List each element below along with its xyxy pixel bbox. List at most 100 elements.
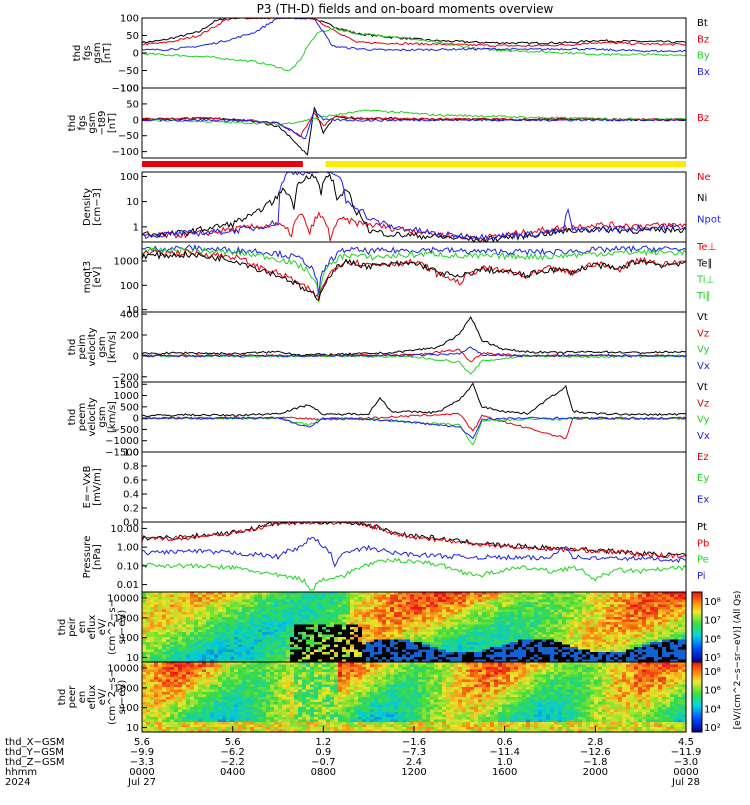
legend-entry: Npot — [697, 214, 721, 225]
y-tick-label: 0.8 — [123, 462, 139, 473]
series-line-by — [142, 28, 686, 71]
legend-entry: Vt — [697, 382, 708, 393]
y-tick-label: 0 — [133, 49, 139, 60]
series-line-ti- — [142, 247, 686, 302]
legend-entry: Pi — [697, 571, 706, 582]
y-axis-label: [nPa] — [92, 544, 103, 570]
legend-entry: Vx — [697, 361, 710, 372]
y-tick-label: 0 — [133, 115, 139, 126]
y-tick-label: 0.01 — [117, 580, 139, 591]
y-axis-label: [nT] — [102, 43, 113, 63]
y-tick-label: 0 — [133, 351, 139, 362]
legend-entry: Bx — [697, 67, 710, 78]
series-line-ni — [142, 174, 686, 242]
y-axis-label: [km/s] — [107, 401, 118, 433]
y-tick-label: 1.00 — [117, 543, 139, 554]
y-tick-label: 1500 — [114, 380, 139, 391]
legend-entry: Ti∥ — [696, 291, 711, 302]
legend-entry: Vz — [697, 328, 709, 339]
series-line-bx — [142, 18, 686, 52]
y-tick-label: −1000 — [105, 436, 139, 447]
y-tick-label: 10 — [126, 197, 139, 208]
series-line-bz — [142, 108, 686, 155]
y-axis-label: [cm−3] — [92, 188, 103, 226]
y-tick-label: 0.6 — [123, 476, 139, 487]
panel-frame — [142, 88, 686, 158]
y-tick-label: 10.00 — [110, 524, 139, 535]
legend-entry: Vy — [697, 345, 710, 356]
legend-entry: Bz — [697, 34, 709, 45]
y-axis-label: [mV/m] — [92, 468, 103, 506]
y-tick-label: 100 — [120, 172, 139, 183]
series-line-bz-red- — [142, 113, 686, 136]
y-tick-label: 400 — [120, 310, 139, 321]
y-tick-label: −50 — [118, 66, 139, 77]
y-tick-label: 100 — [120, 84, 139, 95]
legend-entry: Ex — [697, 494, 709, 505]
legend-entry: Ne — [697, 172, 711, 183]
legend-entry: Pe — [697, 555, 709, 566]
legend-entry: Bz — [697, 113, 709, 124]
legend-entry: By — [697, 51, 710, 62]
series-line-bt — [142, 18, 686, 44]
legend-entry: Vx — [697, 431, 710, 442]
y-axis-label: [nT] — [107, 113, 118, 133]
y-tick-label: −100 — [112, 147, 139, 158]
y-tick-label: 0.4 — [123, 490, 139, 501]
panel-frame — [142, 312, 686, 382]
y-tick-label: 1.0 — [123, 448, 139, 459]
legend-entry: Te∥ — [696, 258, 713, 269]
y-tick-label: 10 — [126, 653, 139, 664]
panel-frame — [142, 172, 686, 242]
legend-entry: Pt — [697, 522, 707, 533]
y-tick-label: 1000 — [114, 391, 139, 402]
y-tick-label: 0.2 — [123, 504, 139, 515]
series-line-pe — [142, 559, 686, 591]
y-tick-label: 50 — [126, 99, 139, 110]
series-line-vy — [142, 355, 686, 374]
legend-entry: Pb — [697, 538, 709, 549]
y-tick-label: 0 — [133, 414, 139, 425]
series-line-bx-blue- — [142, 111, 686, 139]
plot-title: P3 (TH-D) fields and on-board moments ov… — [257, 2, 554, 16]
legend-entry: Bt — [697, 18, 708, 29]
panel-frame — [142, 522, 686, 592]
series-line-vx — [142, 417, 686, 438]
y-tick-label: 200 — [120, 330, 139, 341]
legend-entry: Te⊥ — [696, 242, 716, 253]
legend-entry: Ey — [697, 473, 709, 484]
y-tick-label: 0.10 — [117, 561, 139, 572]
series-line-npot — [142, 172, 686, 240]
panel-frame — [142, 452, 686, 522]
series-line-vt — [142, 383, 686, 416]
y-tick-label: 1 — [133, 222, 139, 233]
y-axis-label: [km/s] — [107, 331, 118, 363]
series-line-vz — [142, 413, 686, 439]
y-tick-label: 100 — [120, 281, 139, 292]
y-tick-label: −50 — [118, 131, 139, 142]
legend-entry: Ez — [697, 452, 709, 463]
series-line-te- — [142, 252, 686, 300]
legend-entry: Ni — [697, 193, 707, 204]
panel-frame — [142, 18, 686, 88]
y-axis-label: sr−eV) — [117, 610, 128, 645]
y-tick-label: 100 — [120, 14, 139, 25]
y-tick-label: 500 — [120, 402, 139, 413]
series-line-ne — [142, 213, 686, 242]
legend-entry: Vz — [697, 398, 709, 409]
series-line-ti- — [142, 245, 686, 295]
series-line-pb — [142, 522, 686, 558]
series-line-vt — [142, 317, 686, 356]
y-tick-label: 1000 — [114, 256, 139, 267]
